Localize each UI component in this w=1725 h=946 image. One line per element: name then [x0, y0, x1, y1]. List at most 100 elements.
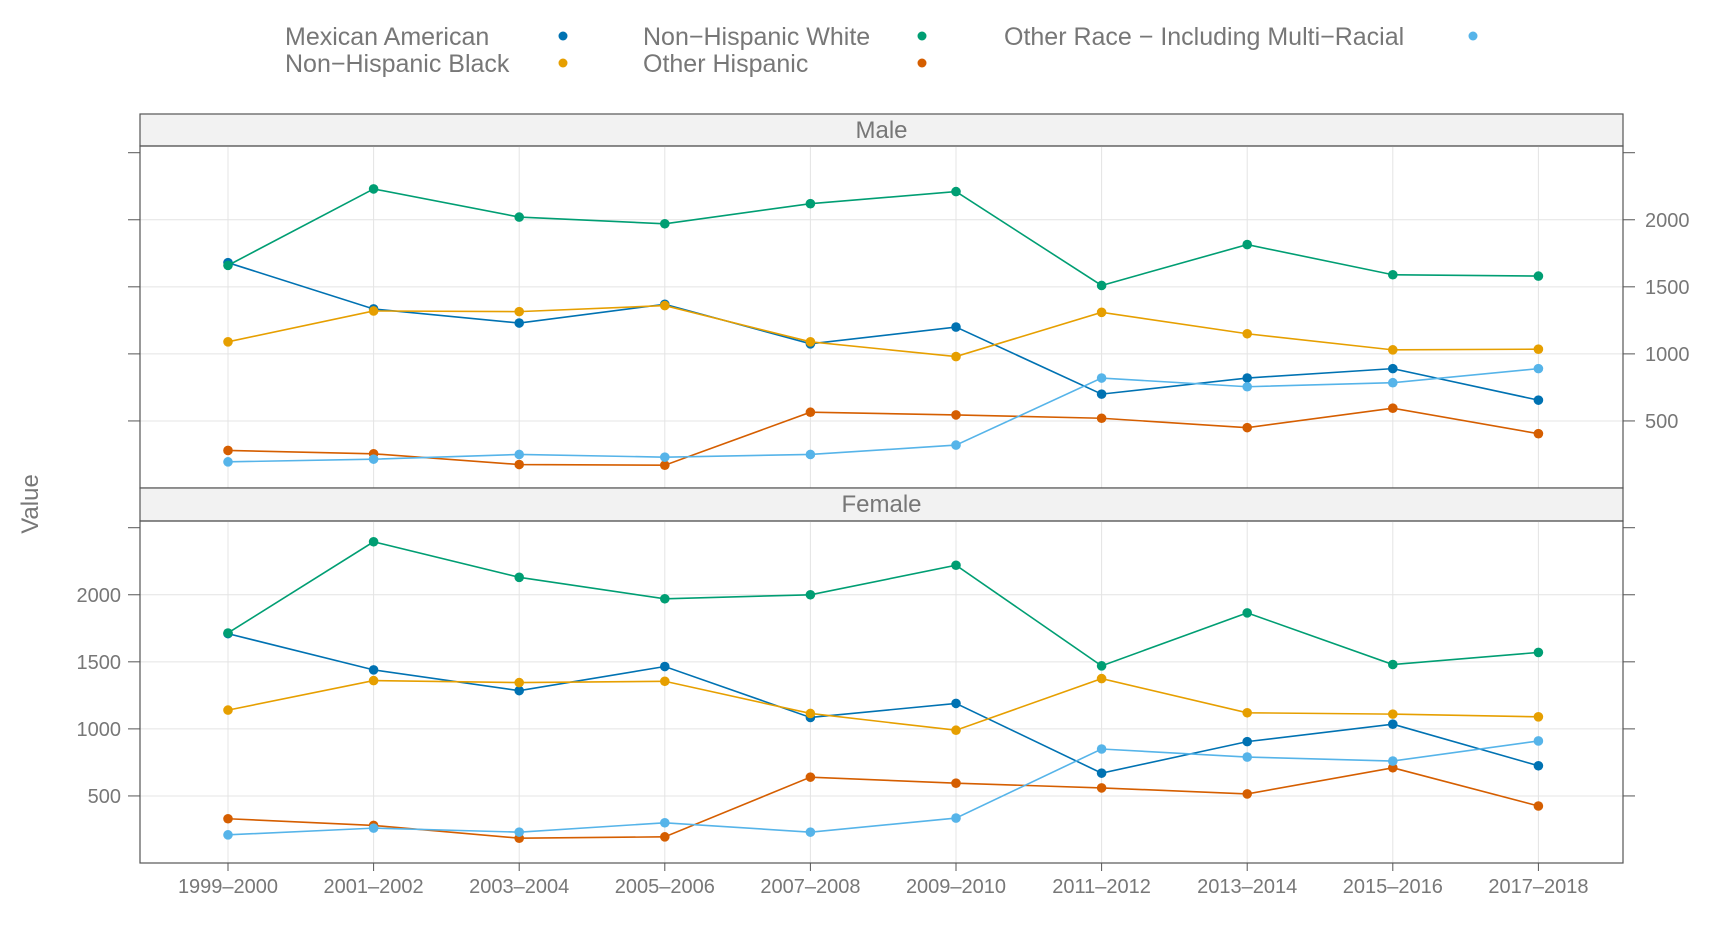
data-point-non-hispanic-black [1533, 712, 1544, 722]
data-point-other-hispanic [1096, 783, 1107, 793]
legend-marker-mexican-american [558, 31, 568, 41]
data-point-other-hispanic [514, 459, 524, 470]
data-point-non-hispanic-black [1533, 344, 1544, 354]
data-point-other-hispanic [1388, 762, 1398, 773]
data-point-other-hispanic [1388, 403, 1398, 414]
data-point-other-race-including-multi-racial [1388, 377, 1398, 388]
data-point-non-hispanic-white [660, 593, 670, 604]
y-axis-title: Value [17, 474, 44, 534]
data-point-other-race-including-multi-racial [1533, 736, 1544, 746]
data-point-non-hispanic-white [1388, 269, 1398, 280]
legend-marker-non-hispanic-white [917, 31, 927, 41]
data-point-non-hispanic-black [1242, 707, 1252, 718]
legend-label-mexican-american: Mexican American [285, 23, 489, 51]
legend-marker-other-hispanic [917, 58, 927, 68]
data-point-non-hispanic-black [368, 675, 379, 686]
data-point-mexican-american [1388, 363, 1398, 374]
data-point-non-hispanic-white [951, 560, 961, 571]
data-point-non-hispanic-white [223, 628, 233, 638]
data-point-non-hispanic-white [1242, 239, 1252, 250]
data-point-non-hispanic-black [1242, 328, 1252, 339]
data-point-other-race-including-multi-racial [1242, 752, 1252, 762]
y-tick-label: 2000 [1645, 210, 1690, 232]
data-point-non-hispanic-white [514, 572, 524, 583]
data-point-non-hispanic-white [660, 218, 670, 229]
x-tick-label: 2003–2004 [469, 876, 569, 898]
data-point-other-race-including-multi-racial [805, 449, 816, 460]
data-point-non-hispanic-black [368, 306, 379, 316]
data-point-non-hispanic-black [660, 676, 670, 687]
data-point-mexican-american [1388, 719, 1398, 729]
series-line-mexican-american [227, 632, 1539, 774]
data-point-non-hispanic-white [805, 198, 816, 209]
data-point-mexican-american [1533, 760, 1544, 771]
x-tick-label: 1999–2000 [178, 876, 278, 898]
data-point-other-hispanic [805, 772, 816, 782]
series-line-non-hispanic-black [227, 677, 1539, 732]
data-point-non-hispanic-white [1242, 608, 1252, 618]
data-point-other-race-including-multi-racial [223, 830, 233, 840]
data-point-other-race-including-multi-racial [1096, 373, 1107, 383]
legend-label-other-race-including-multi-racial: Other Race − Including Multi−Racial [1004, 23, 1404, 51]
x-tick-label: 2013–2014 [1197, 876, 1297, 898]
data-point-other-race-including-multi-racial [1533, 363, 1544, 374]
data-point-other-race-including-multi-racial [514, 827, 524, 837]
data-point-mexican-american [514, 685, 524, 696]
data-point-other-race-including-multi-racial [368, 823, 379, 833]
data-point-other-hispanic [1533, 428, 1544, 439]
data-point-non-hispanic-black [514, 677, 524, 688]
data-point-other-hispanic [1242, 789, 1252, 799]
data-point-other-race-including-multi-racial [368, 454, 379, 464]
x-tick-label: 2009–2010 [906, 876, 1006, 898]
data-point-other-race-including-multi-racial [1096, 744, 1107, 754]
series-line-other-hispanic [227, 766, 1539, 839]
y-tick-label: 500 [1645, 411, 1678, 433]
data-point-non-hispanic-black [1388, 345, 1398, 355]
data-point-non-hispanic-white [951, 186, 961, 197]
series-line-other-hispanic [227, 407, 1539, 467]
x-tick-label: 2001–2002 [324, 876, 424, 898]
data-point-non-hispanic-black [514, 306, 524, 317]
data-point-mexican-american [951, 698, 961, 709]
panels: Male 500 1000 1500 2000 Female 500 1000 1500 2000 [77, 113, 1690, 864]
y-tick-label: 2000 [77, 585, 122, 607]
y-tick-label: 1500 [1645, 277, 1690, 299]
data-point-non-hispanic-black [1096, 673, 1107, 684]
data-point-other-race-including-multi-racial [951, 440, 961, 450]
data-point-other-hispanic [951, 778, 961, 788]
data-point-other-hispanic [1242, 422, 1252, 433]
data-point-mexican-american [660, 661, 670, 672]
x-tick-label: 2015–2016 [1343, 876, 1443, 898]
data-point-mexican-american [514, 318, 524, 328]
data-point-other-race-including-multi-racial [223, 457, 233, 467]
data-point-mexican-american [951, 322, 961, 332]
data-point-other-hispanic [223, 813, 233, 824]
series-line-non-hispanic-black [227, 304, 1539, 358]
series-line-non-hispanic-white [227, 540, 1539, 667]
data-point-non-hispanic-black [223, 337, 233, 347]
legend-marker-other-race-including-multi-racial [1468, 31, 1478, 41]
data-point-other-race-including-multi-racial [805, 827, 816, 837]
panel-female: Female 500 1000 1500 2000 [77, 487, 1635, 864]
data-point-non-hispanic-black [1388, 709, 1398, 719]
x-tick-label: 2005–2006 [615, 876, 715, 898]
data-point-mexican-american [1533, 395, 1544, 405]
series-line-mexican-american [227, 261, 1539, 401]
data-point-mexican-american [368, 665, 379, 675]
data-point-non-hispanic-black [805, 708, 816, 719]
series-line-other-race-including-multi-racial [227, 740, 1539, 836]
data-point-other-hispanic [223, 445, 233, 456]
data-point-other-hispanic [660, 832, 670, 842]
data-point-non-hispanic-black [805, 337, 816, 347]
legend-label-other-hispanic: Other Hispanic [643, 50, 808, 78]
y-tick-label: 1000 [1645, 344, 1690, 366]
data-point-non-hispanic-white [1533, 647, 1544, 658]
data-point-other-race-including-multi-racial [660, 817, 670, 828]
data-point-non-hispanic-white [1388, 659, 1398, 670]
plot-frame [139, 520, 1624, 864]
data-point-non-hispanic-white [1096, 280, 1107, 291]
data-point-non-hispanic-black [223, 705, 233, 715]
series-line-other-race-including-multi-racial [227, 367, 1539, 463]
y-axis-title-group: Value [17, 474, 44, 534]
